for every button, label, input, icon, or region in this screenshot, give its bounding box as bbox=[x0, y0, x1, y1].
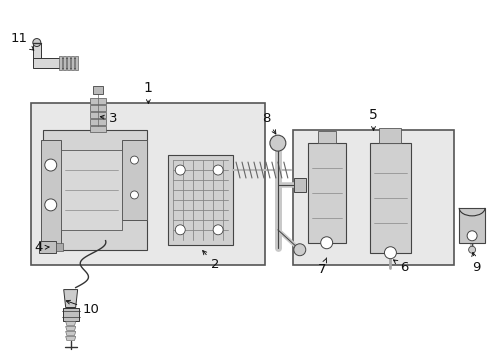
Circle shape bbox=[130, 156, 138, 164]
Polygon shape bbox=[33, 58, 76, 68]
Polygon shape bbox=[63, 289, 78, 307]
Polygon shape bbox=[369, 143, 410, 253]
Polygon shape bbox=[293, 178, 305, 192]
Polygon shape bbox=[89, 126, 105, 132]
Polygon shape bbox=[65, 321, 76, 325]
Polygon shape bbox=[89, 112, 105, 118]
Circle shape bbox=[130, 191, 138, 199]
Polygon shape bbox=[89, 105, 105, 111]
Circle shape bbox=[466, 231, 476, 241]
Circle shape bbox=[384, 247, 396, 259]
Circle shape bbox=[45, 159, 57, 171]
Polygon shape bbox=[89, 98, 105, 104]
Polygon shape bbox=[307, 143, 345, 243]
Text: 6: 6 bbox=[393, 260, 408, 274]
Polygon shape bbox=[458, 208, 484, 243]
Polygon shape bbox=[92, 86, 102, 94]
Circle shape bbox=[175, 165, 185, 175]
Polygon shape bbox=[168, 155, 233, 245]
Text: 9: 9 bbox=[471, 252, 479, 274]
Polygon shape bbox=[59, 57, 61, 71]
Circle shape bbox=[45, 199, 57, 211]
Circle shape bbox=[269, 135, 285, 151]
Polygon shape bbox=[62, 307, 79, 321]
Text: 3: 3 bbox=[100, 112, 118, 125]
Polygon shape bbox=[75, 57, 78, 71]
Circle shape bbox=[33, 39, 41, 46]
Circle shape bbox=[213, 165, 223, 175]
Text: 2: 2 bbox=[202, 251, 219, 271]
Circle shape bbox=[175, 225, 185, 235]
Circle shape bbox=[213, 225, 223, 235]
Bar bbox=[31, 103, 264, 265]
Polygon shape bbox=[317, 131, 335, 143]
Text: 7: 7 bbox=[317, 258, 326, 276]
Polygon shape bbox=[71, 57, 74, 71]
Polygon shape bbox=[89, 119, 105, 125]
Polygon shape bbox=[379, 128, 401, 143]
Circle shape bbox=[293, 244, 305, 256]
Bar bbox=[292, 130, 453, 265]
Text: 11: 11 bbox=[10, 32, 34, 50]
Polygon shape bbox=[41, 140, 61, 245]
Circle shape bbox=[468, 246, 475, 253]
Circle shape bbox=[320, 237, 332, 249]
Polygon shape bbox=[65, 332, 76, 336]
Text: 10: 10 bbox=[66, 300, 99, 316]
Text: 1: 1 bbox=[143, 81, 152, 103]
Text: 8: 8 bbox=[261, 112, 275, 134]
Polygon shape bbox=[65, 336, 76, 340]
Polygon shape bbox=[61, 150, 122, 230]
Polygon shape bbox=[66, 57, 69, 71]
Polygon shape bbox=[122, 140, 147, 220]
Polygon shape bbox=[65, 327, 76, 330]
Text: 5: 5 bbox=[368, 108, 377, 130]
Polygon shape bbox=[62, 57, 65, 71]
Polygon shape bbox=[33, 42, 41, 62]
Text: 4: 4 bbox=[35, 241, 49, 254]
Polygon shape bbox=[42, 130, 147, 250]
Polygon shape bbox=[56, 243, 62, 251]
Polygon shape bbox=[39, 241, 56, 253]
